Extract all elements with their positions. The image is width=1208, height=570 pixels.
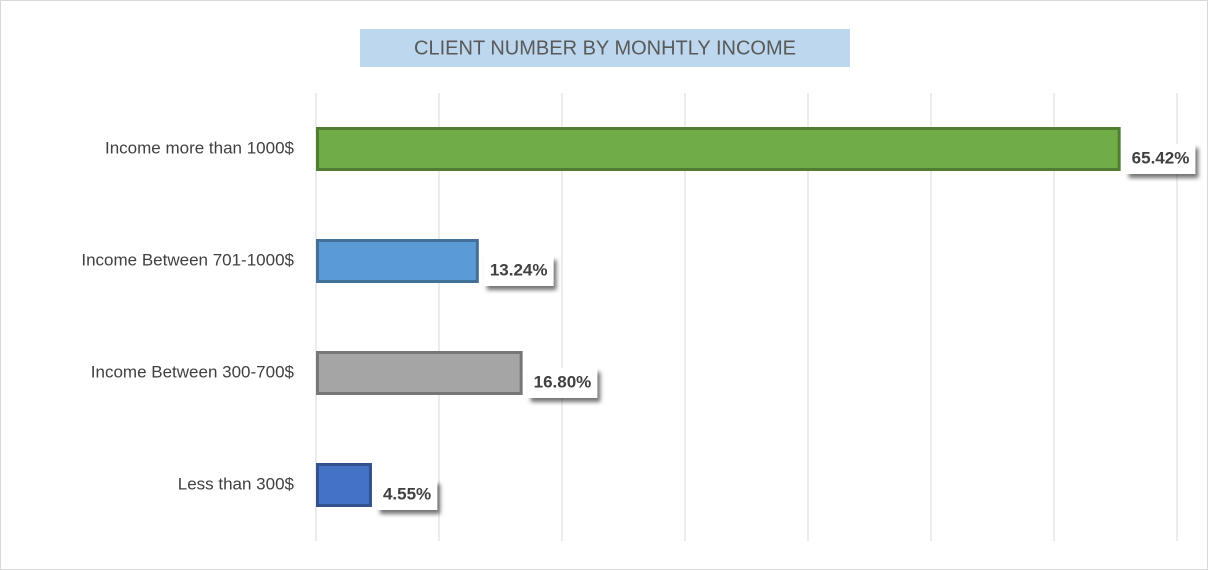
data-label-box — [527, 368, 598, 398]
bar — [316, 239, 479, 283]
y-tick-label: Less than 300$ — [178, 474, 295, 493]
data-label-box — [376, 480, 438, 510]
chart-title: CLIENT NUMBER BY MONHTLY INCOME — [414, 37, 796, 59]
data-label: 13.24% — [490, 260, 548, 279]
y-tick-label: Income more than 1000$ — [105, 138, 295, 157]
data-label: 4.55% — [383, 484, 431, 503]
data-label: 65.42% — [1132, 148, 1190, 167]
bar — [316, 463, 372, 507]
data-label-box — [1125, 144, 1196, 174]
y-tick-label: Income Between 701-1000$ — [81, 250, 294, 269]
bar — [316, 127, 1121, 171]
data-label: 16.80% — [534, 372, 592, 391]
data-label-box — [483, 256, 554, 286]
y-tick-label: Income Between 300-700$ — [91, 362, 295, 381]
title-box — [360, 29, 850, 67]
bar — [316, 351, 523, 395]
